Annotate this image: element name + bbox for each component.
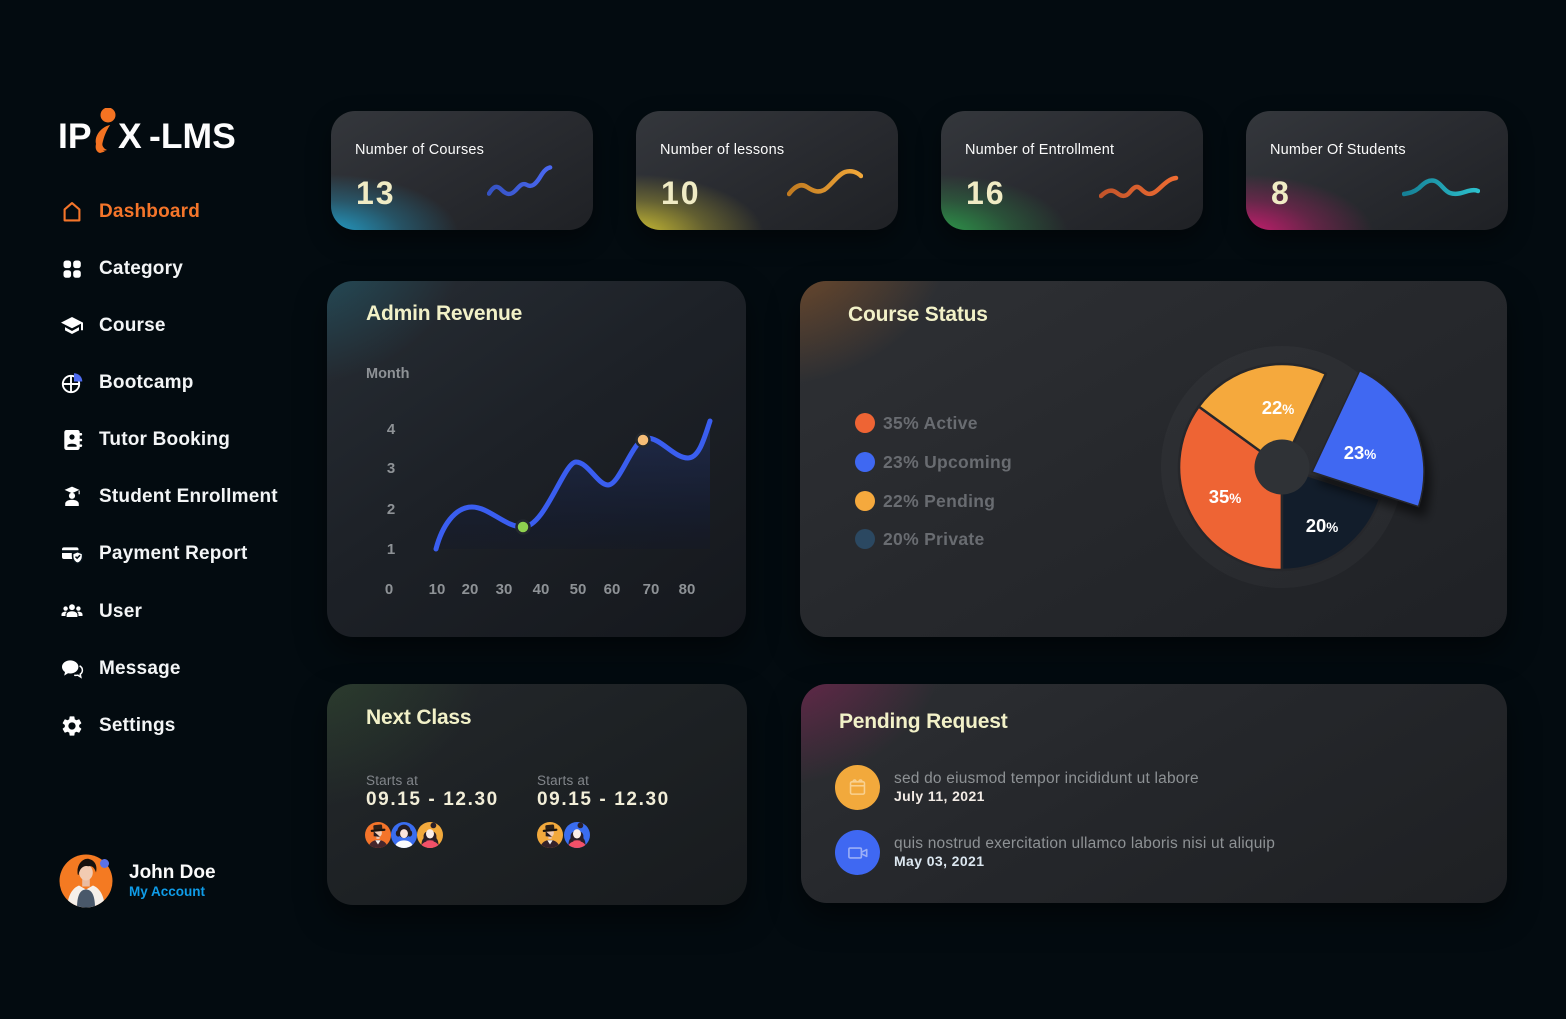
- svg-text:0: 0: [385, 581, 393, 598]
- svg-text:10: 10: [429, 581, 446, 598]
- svg-text:IP: IP: [58, 116, 92, 156]
- svg-text:30: 30: [496, 581, 513, 598]
- svg-text:X: X: [118, 116, 142, 156]
- svg-text:50: 50: [570, 581, 587, 598]
- svg-text:22%: 22%: [1262, 397, 1295, 418]
- svg-text:4: 4: [387, 421, 396, 438]
- svg-text:35%: 35%: [1209, 486, 1242, 507]
- svg-text:1: 1: [387, 541, 395, 558]
- svg-text:70: 70: [643, 581, 660, 598]
- svg-text:-LMS: -LMS: [149, 116, 236, 156]
- svg-text:20%: 20%: [1306, 515, 1339, 536]
- svg-text:Month: Month: [366, 366, 409, 382]
- svg-text:40: 40: [533, 581, 550, 598]
- svg-text:80: 80: [679, 581, 696, 598]
- svg-text:60: 60: [604, 581, 621, 598]
- svg-text:2: 2: [387, 501, 395, 518]
- svg-text:20: 20: [462, 581, 479, 598]
- svg-text:23%: 23%: [1344, 442, 1377, 463]
- svg-text:3: 3: [387, 460, 395, 477]
